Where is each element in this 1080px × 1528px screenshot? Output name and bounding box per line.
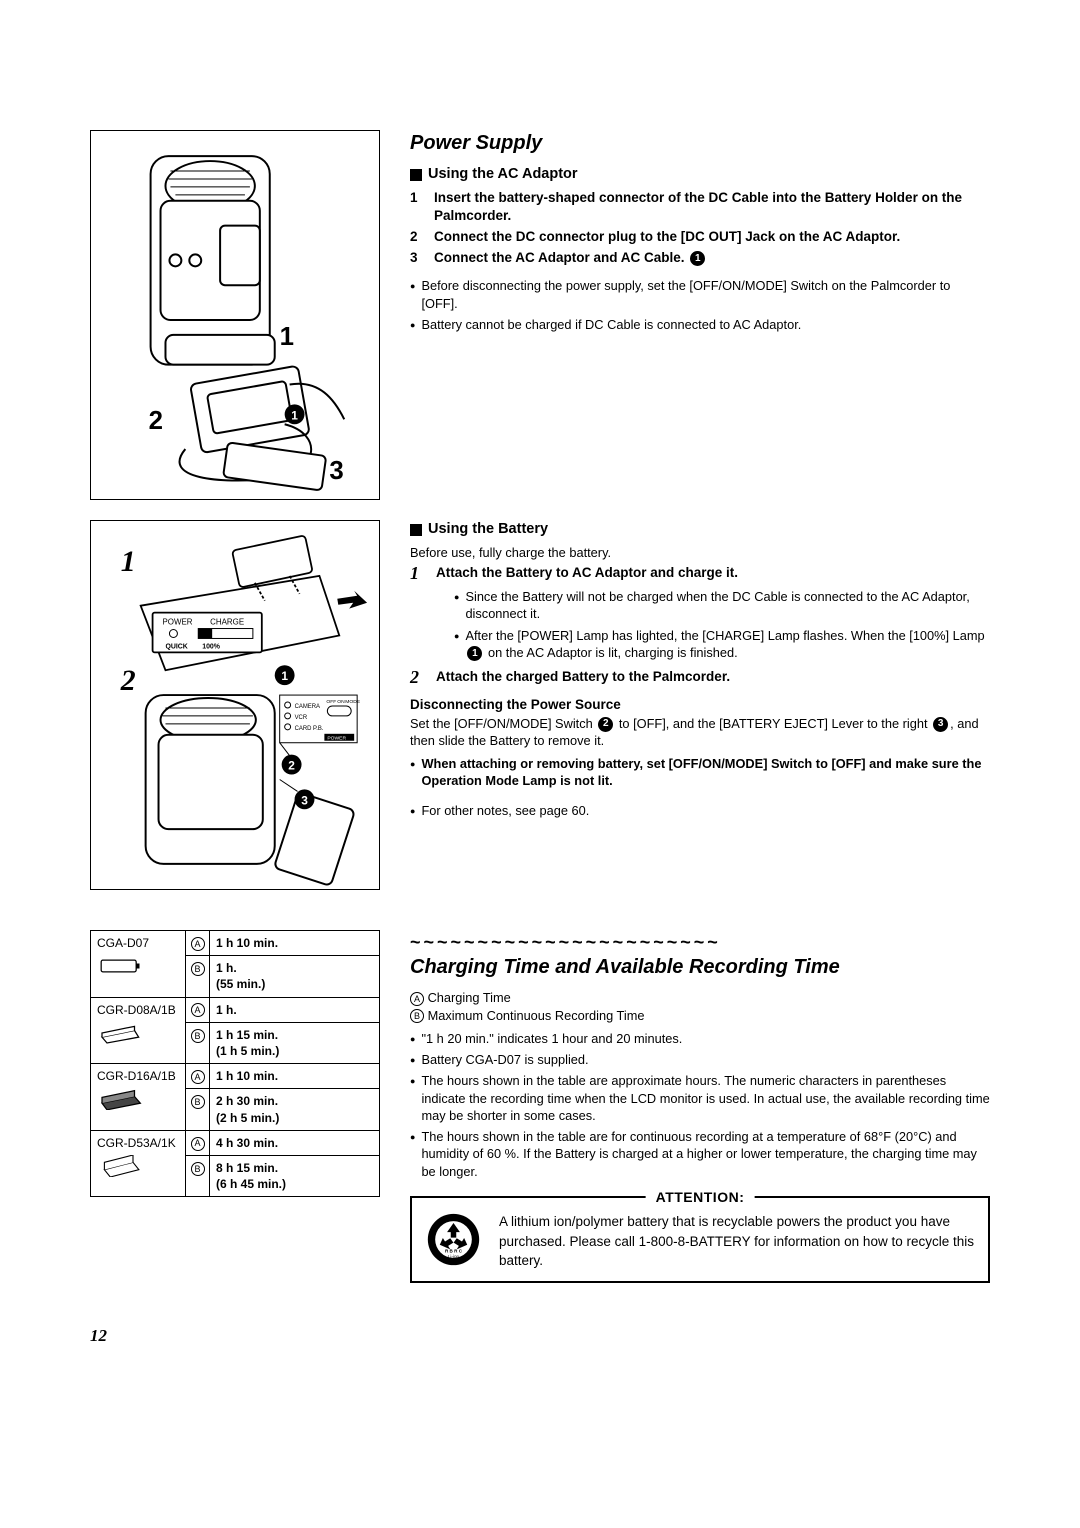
svg-text:1: 1 <box>291 408 298 422</box>
letter-a-cell: A <box>186 931 210 956</box>
ac-note-2: Battery cannot be charged if DC Cable is… <box>410 316 990 333</box>
figure-1-container: 1 2 3 1 <box>90 130 380 500</box>
fig1-label-1: 1 <box>280 323 294 351</box>
letter-b-cell: B <box>186 1089 210 1130</box>
block-bullet-icon <box>410 169 422 181</box>
svg-text:ON: ON <box>337 699 345 705</box>
legend-b: B Maximum Continuous Recording Time <box>410 1007 990 1024</box>
row-power-supply: 1 2 3 1 Power Supply Using the AC Adapto… <box>90 130 990 500</box>
disconnect-notes: When attaching or removing battery, set … <box>410 755 990 790</box>
row-battery: POWER CHARGE QUICK 100% 1 2 1 <box>90 520 990 890</box>
table-row: CGR-D53A/1KA4 h 30 min. <box>91 1130 380 1155</box>
attention-text: A lithium ion/polymer battery that is re… <box>499 1212 974 1271</box>
legend-a: A Charging Time <box>410 989 990 1006</box>
ac-step-1: 1Insert the battery-shaped connector of … <box>410 189 990 225</box>
attention-label: ATTENTION: <box>646 1188 755 1207</box>
before-use-text: Before use, fully charge the battery. <box>410 544 990 561</box>
letter-a-cell: A <box>186 1064 210 1089</box>
time-b-cell: 1 h.(55 min.) <box>210 956 380 997</box>
disconnect-text: Set the [OFF/ON/MODE] Switch 2 to [OFF],… <box>410 715 990 750</box>
time-b-cell: 1 h 15 min.(1 h 5 min.) <box>210 1022 380 1063</box>
disconnect-heading: Disconnecting the Power Source <box>410 696 990 714</box>
camcorder-ac-illustration: 1 2 3 1 <box>91 131 379 499</box>
table-row: CGA-D07A1 h 10 min. <box>91 931 380 956</box>
table-row: CGR-D08A/1BA1 h. <box>91 997 380 1022</box>
other-notes: For other notes, see page 60. <box>410 802 990 819</box>
quick-label: QUICK <box>165 643 187 650</box>
charging-notes: "1 h 20 min." indicates 1 hour and 20 mi… <box>410 1030 990 1180</box>
tilde-separator: ~~~~~~~~~~~~~~~~~~~~~~~ <box>410 930 990 954</box>
svg-text:3: 3 <box>301 793 308 807</box>
svg-text:VCR: VCR <box>295 715 308 721</box>
svg-text:1: 1 <box>121 545 136 578</box>
model-cell: CGR-D16A/1B <box>91 1064 186 1131</box>
letter-a-cell: A <box>186 997 210 1022</box>
svg-text:CAMERA: CAMERA <box>295 704 320 710</box>
power-label: POWER <box>163 618 193 627</box>
letter-b-cell: B <box>186 1155 210 1196</box>
charge-label: CHARGE <box>210 618 244 627</box>
power-supply-heading: Power Supply <box>410 130 990 157</box>
page-number: 12 <box>90 1325 990 1348</box>
model-cell: CGA-D07 <box>91 931 186 998</box>
figure-2: POWER CHARGE QUICK 100% 1 2 1 <box>90 520 380 890</box>
power-supply-text: Power Supply Using the AC Adaptor 1Inser… <box>410 130 990 500</box>
time-a-cell: 1 h. <box>210 997 380 1022</box>
ac-step-3: 3Connect the AC Adaptor and AC Cable. 1 <box>410 249 990 267</box>
time-a-cell: 1 h 10 min. <box>210 931 380 956</box>
fig1-label-3: 3 <box>329 457 343 485</box>
svg-text:2: 2 <box>288 759 295 773</box>
ac-adaptor-subhead: Using the AC Adaptor <box>410 165 990 185</box>
battery-steps: 1 Attach the Battery to AC Adaptor and c… <box>410 564 990 687</box>
page: 1 2 3 1 Power Supply Using the AC Adapto… <box>90 130 990 1348</box>
ref-1-icon: 1 <box>690 251 705 266</box>
svg-text:OFF: OFF <box>326 699 336 705</box>
battery-label: Using the Battery <box>428 520 548 540</box>
time-b-cell: 8 h 15 min.(6 h 45 min.) <box>210 1155 380 1196</box>
svg-text:CARD P.B.: CARD P.B. <box>295 726 324 732</box>
battery-step-1-notes: Since the Battery will not be charged wh… <box>454 588 990 661</box>
letter-a-cell: A <box>186 1130 210 1155</box>
pct-label: 100% <box>202 643 220 650</box>
battery-text: Using the Battery Before use, fully char… <box>410 520 990 890</box>
table-row: CGR-D16A/1BA1 h 10 min. <box>91 1064 380 1089</box>
charging-heading: Charging Time and Available Recording Ti… <box>410 954 990 981</box>
figure-1: 1 2 3 1 <box>90 130 380 500</box>
attention-box: ATTENTION: R B R C Li-ion A lithium ion/… <box>410 1196 990 1283</box>
ac-notes-list: Before disconnecting the power supply, s… <box>410 277 990 333</box>
charging-table-container: CGA-D07A1 h 10 min.B1 h.(55 min.)CGR-D08… <box>90 930 380 1283</box>
time-a-cell: 4 h 30 min. <box>210 1130 380 1155</box>
ref-1-icon: 1 <box>467 646 482 661</box>
figure-2-container: POWER CHARGE QUICK 100% 1 2 1 <box>90 520 380 890</box>
time-a-cell: 1 h 10 min. <box>210 1064 380 1089</box>
svg-text:MODE: MODE <box>345 699 361 705</box>
recycle-icon: R B R C Li-ion <box>426 1212 481 1267</box>
battery-subhead: Using the Battery <box>410 520 990 540</box>
block-bullet-icon <box>410 524 422 536</box>
letter-b-cell: B <box>186 956 210 997</box>
time-b-cell: 2 h 30 min.(2 h 5 min.) <box>210 1089 380 1130</box>
letter-b-cell: B <box>186 1022 210 1063</box>
fig1-label-2: 2 <box>149 407 163 435</box>
model-cell: CGR-D08A/1B <box>91 997 186 1064</box>
row-charging: CGA-D07A1 h 10 min.B1 h.(55 min.)CGR-D08… <box>90 930 990 1283</box>
svg-text:R B R C: R B R C <box>445 1248 463 1253</box>
charging-table: CGA-D07A1 h 10 min.B1 h.(55 min.)CGR-D08… <box>90 930 380 1197</box>
battery-illustration: POWER CHARGE QUICK 100% 1 2 1 <box>91 521 379 889</box>
svg-text:2: 2 <box>120 664 136 697</box>
ac-steps-list: 1Insert the battery-shaped connector of … <box>410 189 990 268</box>
charging-text: ~~~~~~~~~~~~~~~~~~~~~~~ Charging Time an… <box>410 930 990 1283</box>
svg-text:Li-ion: Li-ion <box>448 1254 460 1259</box>
battery-step-1: 1 Attach the Battery to AC Adaptor and c… <box>410 564 990 665</box>
battery-step-2: 2 Attach the charged Battery to the Palm… <box>410 668 990 686</box>
svg-text:1: 1 <box>281 669 288 683</box>
ac-note-1: Before disconnecting the power supply, s… <box>410 277 990 312</box>
svg-text:POWER: POWER <box>327 736 346 742</box>
model-cell: CGR-D53A/1K <box>91 1130 186 1197</box>
ref-3-icon: 3 <box>933 717 948 732</box>
ac-step-2: 2Connect the DC connector plug to the [D… <box>410 228 990 246</box>
ac-adaptor-label: Using the AC Adaptor <box>428 165 578 185</box>
ref-2-icon: 2 <box>598 717 613 732</box>
